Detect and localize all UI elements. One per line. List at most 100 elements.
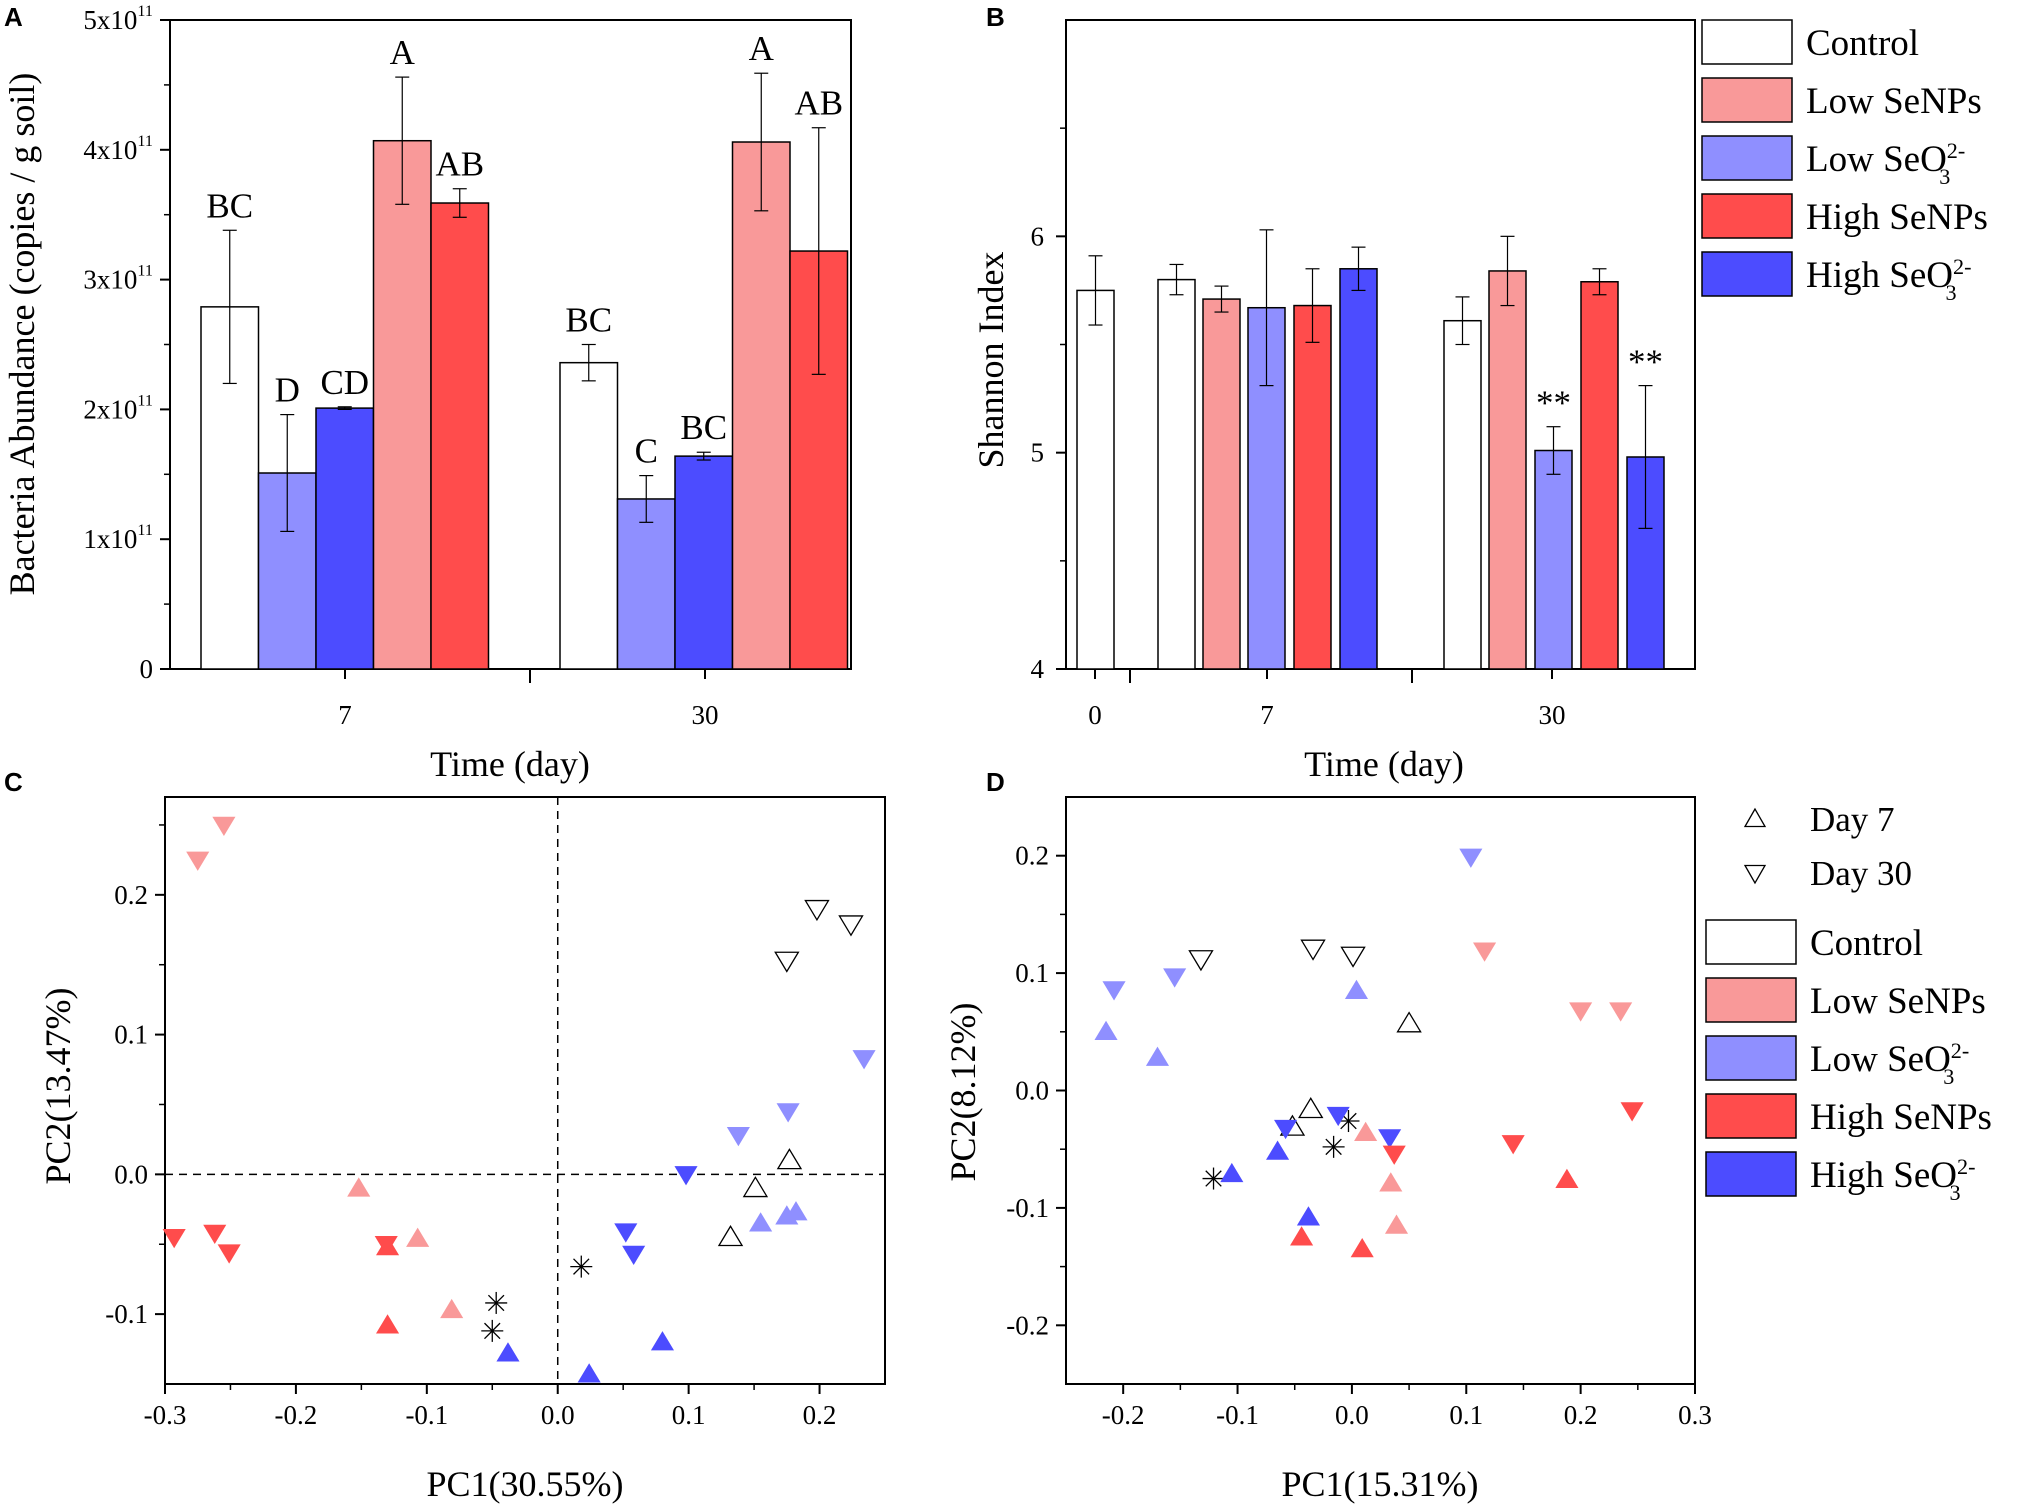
bar-a-high_seo3-day30 <box>674 455 734 670</box>
bar-b-control-day0 <box>1076 289 1115 670</box>
ytick-label-a-3-main: 3x10 <box>83 265 137 295</box>
ytick-label-a-1-sup: 11 <box>137 521 153 539</box>
bar-b-low_senps-day7 <box>1202 298 1241 670</box>
ytick-label-a-4: 4x1011 <box>83 132 153 165</box>
legend-main-label-high_seo3: High SeO2-3 <box>1806 254 1971 305</box>
legend-main-label-control: Control <box>1806 23 1919 64</box>
point-c-control-star <box>485 1291 508 1314</box>
panel-a-xlabel: Time (day) <box>430 744 590 784</box>
bar-a-low_senps-day7 <box>372 139 432 670</box>
point-c-low_senps-up <box>347 1177 371 1197</box>
panel-a-ylabel: Bacteria Abundance (copies / g soil) <box>2 73 42 596</box>
point-d-high_senps-up <box>1555 1168 1579 1188</box>
sig-label-b-10: ** <box>1628 343 1663 382</box>
legend-main-swatch-low_senps <box>1701 77 1793 123</box>
legend-main-label-low_seo3-main: Low SeO <box>1806 139 1947 180</box>
point-d-low_senps-down <box>1473 942 1497 962</box>
point-c-control-up <box>717 1224 744 1247</box>
legend-main-swatch-control <box>1701 19 1793 65</box>
point-c-high_senps-up <box>375 1236 400 1256</box>
sig-label-a-high_senps-1: AB <box>794 84 843 123</box>
point-d-high_seo3-up <box>1296 1206 1321 1226</box>
point-d-high_senps-down <box>1620 1102 1644 1122</box>
point-c-low_senps-down <box>212 816 236 836</box>
sig-label-a-control-0: BC <box>206 186 253 225</box>
panel-c-ylabel: PC2(13.47%) <box>38 988 78 1185</box>
ytick-label-a-4-sup: 11 <box>137 132 153 150</box>
point-c-control-star-stroke <box>484 1322 501 1340</box>
point-d-low_senps-up <box>1384 1214 1409 1234</box>
xtick-label-b-0: 0 <box>1088 700 1102 730</box>
legend-main-label-high_seo3-sup: 2- <box>1953 254 1971 279</box>
legend-main-label-high_senps-main: High SeNPs <box>1806 197 1988 238</box>
ytick-label-d-2: 0.0 <box>1015 1076 1049 1106</box>
point-c-low_seo3-up <box>784 1201 808 1221</box>
bar-a-low_senps-day30 <box>731 141 791 670</box>
point-c-high_seo3-up <box>496 1342 520 1362</box>
point-d-high_senps-down <box>1501 1135 1525 1155</box>
xtick-label-a-7: 7 <box>338 700 352 730</box>
point-d-low_seo3-up <box>1344 979 1369 999</box>
ytick-label-a-5-sup: 11 <box>137 2 153 20</box>
panel-b-bar-chart: ** ** 4 5 6 0 7 30 Time (day) Shannon Index <box>971 19 1696 784</box>
point-c-low_seo3-down <box>776 1103 800 1123</box>
xtick-label-d-4: 0.2 <box>1564 1400 1598 1430</box>
legend-d-swatch-low_senps <box>1705 977 1797 1023</box>
legend-marker-label-1: Day 30 <box>1810 854 1912 893</box>
bar-b-control-day7 <box>1157 278 1196 670</box>
legend-main-label-control-main: Control <box>1806 23 1919 64</box>
ytick-label-c-1: 0.0 <box>114 1159 148 1189</box>
panel-label-a: A <box>4 2 23 32</box>
point-d-control-star-stroke <box>1340 1112 1357 1130</box>
xtick-label-c-1: -0.2 <box>275 1400 318 1430</box>
point-c-high_seo3-up <box>577 1363 601 1383</box>
point-d-control-star-stroke <box>1325 1138 1342 1156</box>
panel-c-scatter: -0.3 -0.2 -0.1 0.0 0.1 0.2 -0.1 0.0 0.1 0.2 PC1(3… <box>38 796 886 1504</box>
point-c-high_seo3-down <box>622 1245 646 1266</box>
xtick-label-b-7: 7 <box>1260 700 1274 730</box>
sig-label-a-high_senps-0: AB <box>435 145 484 184</box>
legend-d-swatch-low_seo3 <box>1705 1035 1797 1081</box>
point-d-control-star <box>1322 1135 1345 1158</box>
legend-main-label-low_seo3: Low SeO2-3 <box>1806 138 1965 189</box>
point-d-low_senps-down <box>1569 1002 1593 1022</box>
legend-main-label-high_senps: High SeNPs <box>1806 197 1988 238</box>
legend-main-label-high_seo3-sub: 3 <box>1945 280 1956 305</box>
point-c-low_senps-down <box>186 851 210 871</box>
point-d-low_seo3-down <box>1102 981 1126 1001</box>
point-d-high_senps-down <box>1382 1145 1406 1165</box>
ytick-label-a-4-main: 4x10 <box>83 135 137 165</box>
ytick-label-a-0: 0 <box>140 654 154 684</box>
point-d-high_seo3-down <box>1378 1129 1402 1149</box>
ytick-label-a-5-main: 5x10 <box>83 5 137 35</box>
ytick-label-d-0: -0.2 <box>1006 1310 1049 1340</box>
point-c-control-up <box>742 1176 769 1198</box>
xtick-label-d-1: -0.1 <box>1216 1400 1259 1430</box>
bar-b-low_senps-day30 <box>1488 270 1527 670</box>
bar-b-low_seo3-day30 <box>1534 449 1573 670</box>
point-d-control-down <box>1300 939 1326 961</box>
sig-label-a-high_seo3-0: CD <box>320 363 369 402</box>
panel-b-ylabel: Shannon Index <box>971 252 1011 469</box>
legend-marker-triangle-down <box>1743 864 1767 885</box>
point-c-high_senps-up <box>375 1314 400 1334</box>
point-c-low_seo3-up <box>749 1212 773 1232</box>
xtick-label-c-2: -0.1 <box>405 1400 448 1430</box>
xtick-label-d-3: 0.1 <box>1449 1400 1483 1430</box>
point-c-high_seo3-down <box>674 1166 698 1186</box>
panel-label-b: B <box>986 2 1005 32</box>
point-c-control-star <box>481 1319 504 1342</box>
ytick-label-a-1-main: 1x10 <box>83 524 137 554</box>
legend-d-swatch-control <box>1705 919 1797 965</box>
point-d-high_seo3-down <box>1274 1119 1298 1140</box>
xtick-label-c-4: 0.1 <box>672 1400 706 1430</box>
bar-a-high_seo3-day7 <box>315 407 375 670</box>
sig-label-a-high_seo3-1: BC <box>680 408 727 447</box>
xtick-label-a-30: 30 <box>692 700 719 730</box>
legend-main-label-high_seo3-main: High SeO <box>1806 255 1953 296</box>
panel-b-bars: ** ** <box>1076 229 1665 670</box>
point-c-low_senps-up <box>406 1227 430 1247</box>
legend-d-label-low_seo3: Low SeO2-3 <box>1810 1038 1969 1089</box>
ytick-label-b-0: 4 <box>1031 654 1045 684</box>
